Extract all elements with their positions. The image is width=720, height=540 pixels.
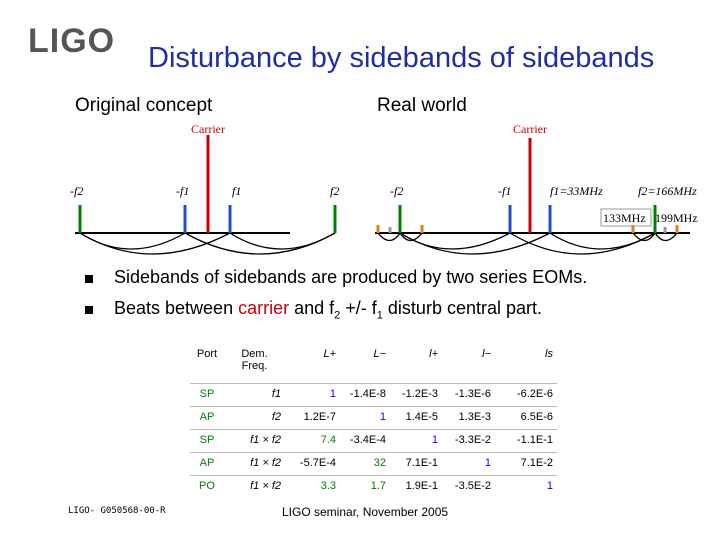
row-divider xyxy=(190,475,557,476)
table-cell: f1 × f2 xyxy=(250,434,281,446)
row-divider xyxy=(190,429,557,430)
table-cell: PO xyxy=(199,480,215,492)
freq-label: -f2 xyxy=(390,184,403,198)
table-cell: -5.7E-4 xyxy=(299,457,336,469)
freq-label: f1 xyxy=(232,184,241,198)
header-cell: L+ xyxy=(323,348,336,360)
subscript: 1 xyxy=(376,309,383,322)
table-cell: 6.5E-6 xyxy=(520,411,553,423)
table-cell: f1 × f2 xyxy=(250,480,281,492)
table-cell: 1 xyxy=(546,480,553,492)
slide-title: Disturbance by sidebands of sidebands xyxy=(148,42,655,74)
table-cell: -1.4E-8 xyxy=(349,388,386,400)
freq-label: f2=166MHz xyxy=(638,184,697,198)
table-cell: -3.4E-4 xyxy=(349,434,386,446)
carrier-label: Carrier xyxy=(191,122,225,136)
table-cell: f2 xyxy=(271,411,281,423)
table-cell: 3.3 xyxy=(320,480,336,492)
freq-label: f1=33MHz xyxy=(550,184,603,198)
bullet: Sidebands of sidebands are produced by t… xyxy=(114,267,588,287)
header-cell: ls xyxy=(545,348,553,360)
table-cell: 1.7 xyxy=(370,480,386,492)
row-divider xyxy=(190,406,557,407)
table-cell: 1.2E-7 xyxy=(303,411,336,423)
table-cell: AP xyxy=(199,457,215,469)
carrier-label: Carrier xyxy=(513,122,547,136)
header-cell: l+ xyxy=(429,348,438,360)
table-cell: SP xyxy=(199,434,215,446)
freq-label: -f1 xyxy=(176,184,189,198)
logo: LIGO xyxy=(28,22,116,60)
text: +/- f xyxy=(340,298,377,318)
spectral-lines xyxy=(78,135,679,233)
bullet-marker xyxy=(85,306,93,314)
table-cell: -1.1E-1 xyxy=(516,434,553,446)
text: and f xyxy=(289,298,335,318)
table-cell: f1 × f2 xyxy=(250,457,281,469)
text: disturb central part. xyxy=(382,298,542,318)
freq-label: -f1 xyxy=(498,184,511,198)
table-cell: -3.3E-2 xyxy=(454,434,491,446)
table-cell: 32 xyxy=(373,457,386,469)
table-cell: 1 xyxy=(329,388,336,400)
beat-label: 199MHz xyxy=(655,211,698,225)
table-cell: 1 xyxy=(484,457,491,469)
beat-box xyxy=(600,208,652,227)
table-cell: 1.3E-3 xyxy=(458,411,491,423)
row-divider xyxy=(190,383,557,384)
table-cell: 7.4 xyxy=(320,434,336,446)
doc-id: LIGO- G050568-00-R xyxy=(68,506,166,516)
table-cell: -3.5E-2 xyxy=(454,480,491,492)
arcs xyxy=(75,232,690,255)
table-cell: -6.2E-6 xyxy=(516,388,553,400)
table-cell: AP xyxy=(199,411,215,423)
right-heading: Real world xyxy=(377,95,467,116)
text: carrier xyxy=(238,298,290,318)
freq-label: -f2 xyxy=(70,184,83,198)
left-heading: Original concept xyxy=(75,95,213,116)
table-cell: f1 xyxy=(271,388,281,400)
freq-label: f2 xyxy=(330,184,339,198)
text: Beats between xyxy=(114,298,239,318)
table-cell: -1.3E-6 xyxy=(454,388,491,400)
bullet-marker xyxy=(85,275,93,283)
subscript: 2 xyxy=(334,309,341,322)
table-cell: 7.1E-2 xyxy=(520,457,553,469)
table-cell: 1.9E-1 xyxy=(405,480,438,492)
spectrum-diagram: Carrier Carrier -f2 -f1 f1 f2 -f2 -f1 f1… xyxy=(70,122,698,255)
header-cell: Port xyxy=(196,348,218,360)
header-cell: l− xyxy=(482,348,491,360)
header-cell: Dem. Freq. xyxy=(241,348,268,372)
table-cell: 1 xyxy=(431,434,438,446)
header-cell: L− xyxy=(373,348,386,360)
table-cell: 1 xyxy=(379,411,386,423)
table-cell: SP xyxy=(199,388,215,400)
table-cell: 1.4E-5 xyxy=(405,411,438,423)
footer-event: LIGO seminar, November 2005 xyxy=(282,505,449,519)
row-divider xyxy=(190,452,557,453)
table-cell: 7.1E-1 xyxy=(405,457,438,469)
bullet: Beats between carrier and f2 +/- f1 dist… xyxy=(114,298,542,322)
table: Port Dem. Freq. L+ L− l+ l− ls SP f1 1 -1.4E-8 -1.2… xyxy=(190,340,557,498)
beat-label: 133MHz xyxy=(603,211,646,225)
table-cell: -1.2E-3 xyxy=(401,388,438,400)
